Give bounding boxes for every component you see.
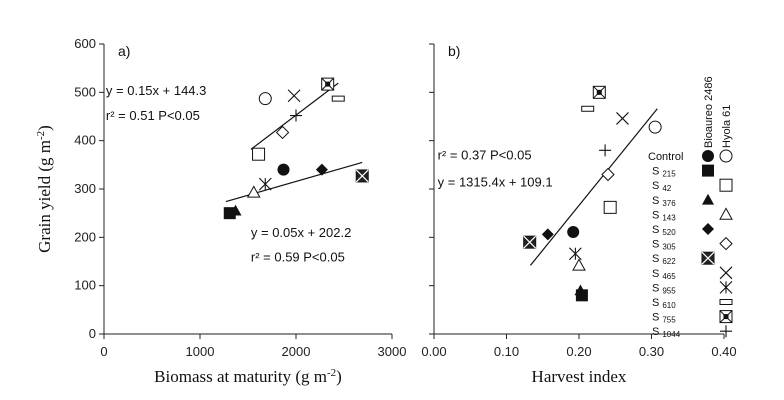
- y-tick-label: 200: [74, 229, 96, 244]
- y-tick-label: 500: [74, 84, 96, 99]
- legend-marker-bioaureo-s376: [702, 193, 714, 205]
- x-tick-label: 0.00: [421, 344, 446, 359]
- legend-marker-bioaureo-s520: [702, 223, 714, 235]
- legend-marker-hyola-s955: [719, 281, 733, 294]
- legend-marker-hyola-s42: [719, 178, 733, 192]
- regression-equation: y = 0.05x + 202.2: [251, 225, 351, 240]
- x-tick-label: 3000: [378, 344, 407, 359]
- data-point-hyola-s465: [287, 89, 301, 103]
- legend-label-s1044: S 1044: [652, 326, 681, 339]
- data-point-hyola-s955: [258, 177, 272, 191]
- legend-label-s305: S 305: [652, 239, 676, 252]
- data-point-bioaureo-control: [567, 226, 580, 239]
- regression-stats: y = 1315.4x + 109.1: [438, 175, 553, 190]
- data-point-hyola-s610: [331, 95, 345, 102]
- data-point-hyola-control: [648, 120, 662, 134]
- legend-marker-hyola-s1044: [720, 325, 732, 338]
- legend-label-s610: S 610: [652, 297, 676, 310]
- y-tick-label: 100: [74, 278, 96, 293]
- data-point-bioaureo-s622: [355, 169, 369, 183]
- x-axis-title: Harvest index: [532, 367, 627, 386]
- data-point-hyola-s1044: [599, 144, 612, 157]
- legend-marker-hyola-s143: [719, 207, 733, 220]
- data-point-hyola-s305: [275, 125, 290, 140]
- y-tick-label: 300: [74, 181, 96, 196]
- data-point-bioaureo-s376: [229, 204, 242, 216]
- panel-b: 0.00 0.10 0.20 0.30 0.40 b) Harvest index r² = …: [421, 43, 736, 386]
- x-tick-label: 0: [100, 344, 107, 359]
- legend-label-s622: S 622: [652, 253, 676, 266]
- data-point-bioaureo-s376: [574, 284, 587, 296]
- y-tick-label: 600: [74, 36, 96, 51]
- legend-label-s143: S 143: [652, 209, 676, 222]
- y-tick-label: 400: [74, 133, 96, 148]
- data-point-hyola-s755: [321, 77, 335, 91]
- data-point-hyola-control: [258, 92, 272, 106]
- data-point-bioaureo-s622: [523, 235, 537, 249]
- regression-stats: r² = 0.51 P<0.05: [106, 108, 200, 123]
- regression-line: [529, 108, 658, 266]
- legend-label-s376: S 376: [652, 195, 676, 208]
- x-tick-label: 0.20: [566, 344, 591, 359]
- data-point-hyola-s42: [603, 200, 617, 214]
- x-tick-label: 0.40: [711, 344, 736, 359]
- legend-label-s755: S 755: [652, 312, 676, 325]
- x-tick-label: 0.30: [639, 344, 664, 359]
- legend-marker-hyola-control: [719, 149, 733, 163]
- x-tick-label: 0.10: [494, 344, 519, 359]
- data-point-hyola-s143: [246, 185, 261, 198]
- data-point-hyola-s42: [252, 147, 266, 161]
- regression-equation: r² = 0.37 P<0.05: [438, 148, 532, 163]
- x-axis-title: Biomass at maturity (g m-2): [154, 367, 342, 386]
- x-tick-label: 2000: [282, 344, 311, 359]
- y-axis-title: Grain yield (g m-2): [35, 125, 54, 253]
- regression-line: [250, 82, 339, 150]
- data-point-hyola-s465: [616, 112, 629, 125]
- data-point-hyola-s755: [592, 85, 606, 99]
- legend-label-s955: S 955: [652, 282, 676, 295]
- regression-line: [225, 161, 363, 203]
- data-point-hyola-s1044: [290, 109, 302, 122]
- data-point-hyola-s955: [568, 247, 582, 261]
- panel-label: b): [448, 43, 460, 59]
- y-tick-label: 0: [89, 326, 96, 341]
- x-tick-label: 1000: [186, 344, 215, 359]
- legend-marker-bioaureo-control: [702, 150, 714, 162]
- legend-marker-bioaureo-s215: [702, 164, 714, 177]
- legend-label-control: Control: [648, 151, 683, 163]
- panel-a: 0 100 200 300 400 500 600 0 1000 2000 3000 a) Biomas…: [35, 36, 406, 386]
- data-point-bioaureo-control: [277, 163, 290, 176]
- data-point-bioaureo-s520: [541, 228, 554, 241]
- regression-equation: y = 0.15x + 144.3: [106, 83, 206, 98]
- legend-marker-hyola-s305: [719, 236, 733, 251]
- legend-label-s215: S 215: [652, 166, 676, 179]
- data-point-hyola-s143: [572, 258, 586, 271]
- data-point-hyola-s305: [601, 167, 615, 182]
- data-point-bioaureo-s520: [315, 163, 328, 176]
- regression-stats: r² = 0.59 P<0.05: [251, 250, 345, 265]
- legend-marker-hyola-s755: [719, 310, 733, 324]
- legend-label-s42: S 42: [652, 180, 672, 193]
- legend-marker-hyola-s465: [719, 266, 733, 280]
- panel-label: a): [118, 43, 130, 59]
- legend-header-bioaureo: Bioaureo 2486: [703, 76, 715, 148]
- legend-marker-bioaureo-s622: [701, 251, 715, 265]
- legend-header-hyola: Hyola 61: [721, 105, 733, 148]
- legend-marker-hyola-s610: [719, 299, 733, 305]
- data-point-hyola-s610: [581, 105, 595, 112]
- legend-label-s520: S 520: [652, 224, 676, 237]
- legend-label-s465: S 465: [652, 268, 676, 281]
